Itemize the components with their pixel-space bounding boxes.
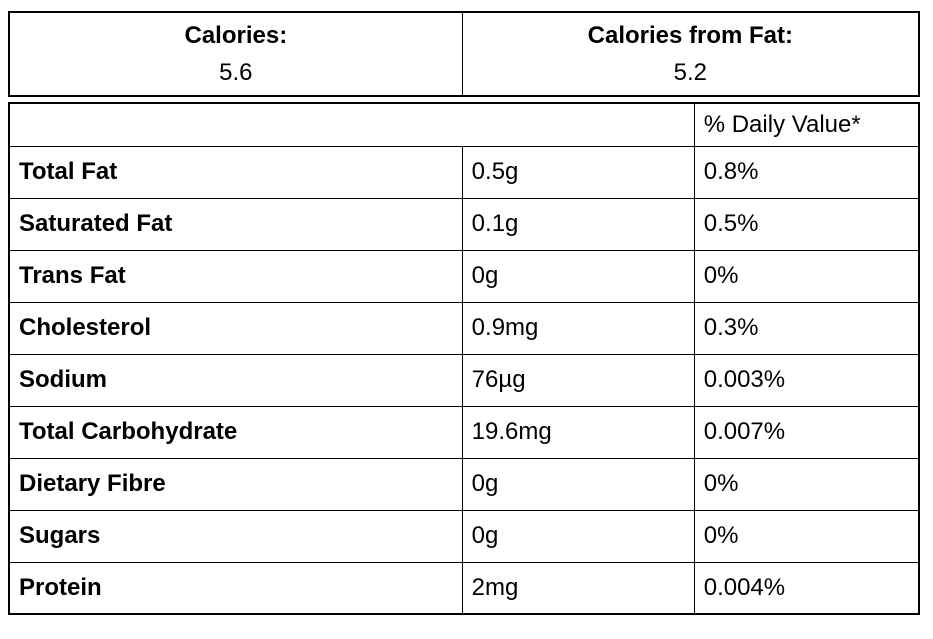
- table-row: Total Fat 0.5g 0.8%: [8, 145, 920, 199]
- nutrient-label: Cholesterol: [8, 301, 463, 355]
- daily-value-header-row: % Daily Value*: [8, 102, 920, 147]
- nutrient-amount: 2mg: [461, 561, 695, 615]
- nutrient-label: Dietary Fibre: [8, 457, 463, 511]
- nutrient-daily-value: 0%: [693, 457, 920, 511]
- table-row: Sodium 76µg 0.003%: [8, 353, 920, 407]
- nutrient-daily-value: 0.8%: [693, 145, 920, 199]
- table-row: Total Carbohydrate 19.6mg 0.007%: [8, 405, 920, 459]
- nutrition-label: Calories: 5.6 Calories from Fat: 5.2 % D…: [8, 11, 920, 615]
- table-row: Saturated Fat 0.1g 0.5%: [8, 197, 920, 251]
- table-row: Sugars 0g 0%: [8, 509, 920, 563]
- nutrient-label: Total Fat: [8, 145, 463, 199]
- nutrient-daily-value: 0.004%: [693, 561, 920, 615]
- table-row: Cholesterol 0.9mg 0.3%: [8, 301, 920, 355]
- nutrient-daily-value: 0%: [693, 249, 920, 303]
- nutrient-amount: 0g: [461, 249, 695, 303]
- nutrition-facts-table: % Daily Value* Total Fat 0.5g 0.8% Satur…: [8, 102, 920, 615]
- nutrient-amount: 19.6mg: [461, 405, 695, 459]
- nutrient-amount: 0.5g: [461, 145, 695, 199]
- nutrient-daily-value: 0.5%: [693, 197, 920, 251]
- daily-value-header: % Daily Value*: [693, 102, 920, 147]
- nutrient-label: Sodium: [8, 353, 463, 407]
- nutrient-label: Sugars: [8, 509, 463, 563]
- nutrient-daily-value: 0%: [693, 509, 920, 563]
- nutrient-label: Saturated Fat: [8, 197, 463, 251]
- calories-summary-row: Calories: 5.6 Calories from Fat: 5.2: [8, 11, 920, 97]
- calories-from-fat-label: Calories from Fat:: [587, 21, 794, 49]
- nutrient-amount: 0.9mg: [461, 301, 695, 355]
- calories-from-fat-cell: Calories from Fat: 5.2: [461, 11, 920, 97]
- table-row: Dietary Fibre 0g 0%: [8, 457, 920, 511]
- nutrient-daily-value: 0.007%: [693, 405, 920, 459]
- calories-from-fat-value: 5.2: [673, 58, 708, 86]
- nutrient-label: Total Carbohydrate: [8, 405, 463, 459]
- nutrient-amount: 0g: [461, 509, 695, 563]
- nutrient-label: Protein: [8, 561, 463, 615]
- calories-label: Calories:: [184, 21, 288, 49]
- nutrient-amount: 0.1g: [461, 197, 695, 251]
- nutrient-amount: 0g: [461, 457, 695, 511]
- nutrient-daily-value: 0.3%: [693, 301, 920, 355]
- calories-summary-table: Calories: 5.6 Calories from Fat: 5.2: [8, 11, 920, 97]
- nutrient-amount: 76µg: [461, 353, 695, 407]
- calories-cell: Calories: 5.6: [8, 11, 463, 97]
- nutrient-daily-value: 0.003%: [693, 353, 920, 407]
- table-row: Trans Fat 0g 0%: [8, 249, 920, 303]
- nutrient-label: Trans Fat: [8, 249, 463, 303]
- table-row: Protein 2mg 0.004%: [8, 561, 920, 615]
- daily-value-header-spacer: [8, 102, 695, 147]
- calories-value: 5.6: [219, 58, 253, 86]
